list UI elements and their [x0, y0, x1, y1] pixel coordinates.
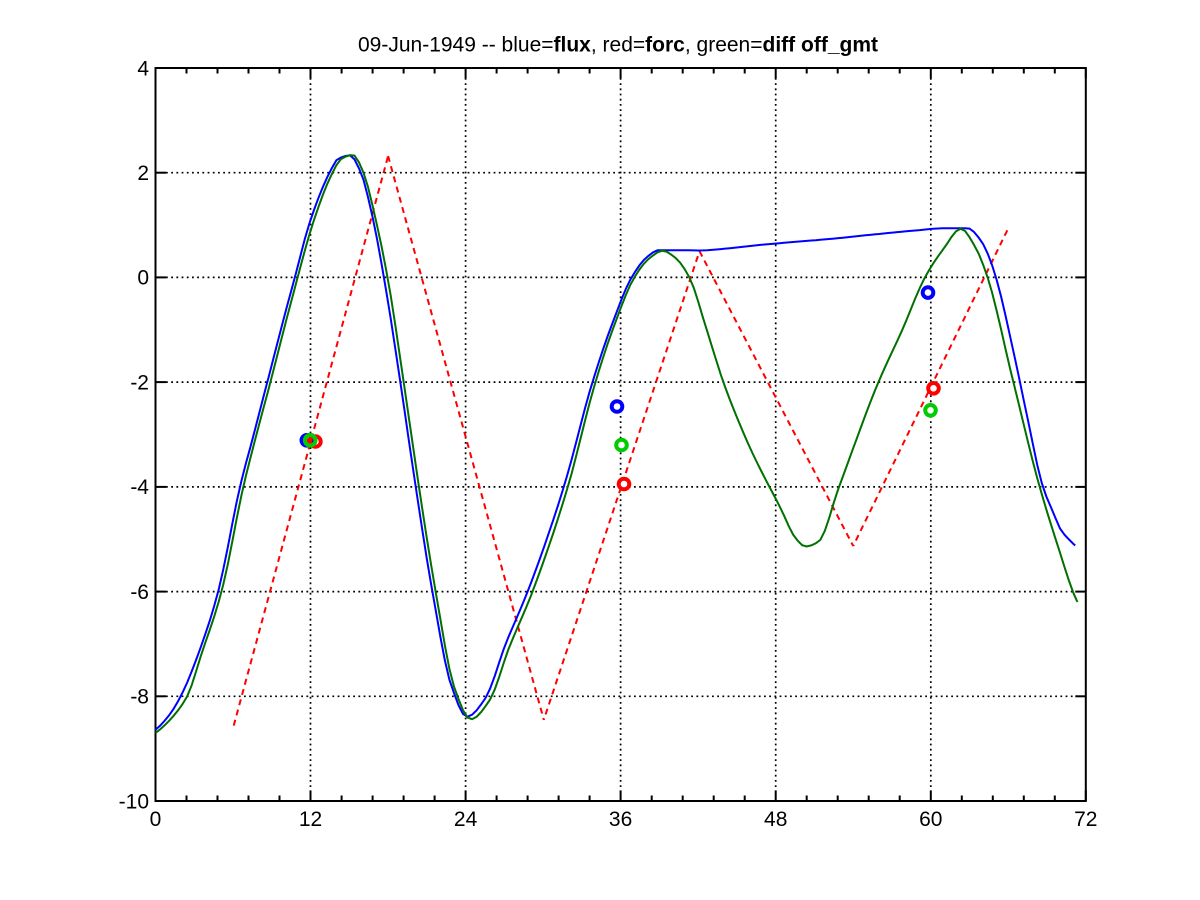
svg-text:48: 48 — [764, 808, 787, 831]
svg-text:-6: -6 — [130, 581, 149, 604]
svg-text:-10: -10 — [119, 790, 149, 813]
svg-text:0: 0 — [137, 267, 149, 290]
svg-text:24: 24 — [454, 808, 478, 831]
svg-text:12: 12 — [299, 808, 322, 831]
svg-text:72: 72 — [1074, 808, 1097, 831]
svg-text:-4: -4 — [130, 476, 149, 499]
svg-text:36: 36 — [609, 808, 632, 831]
svg-text:60: 60 — [919, 808, 942, 831]
svg-text:09-Jun-1949 -- blue=flux, red=: 09-Jun-1949 -- blue=flux, red=forc, gree… — [358, 34, 878, 57]
svg-text:0: 0 — [150, 808, 162, 831]
svg-text:2: 2 — [137, 162, 149, 185]
svg-text:-2: -2 — [130, 371, 149, 394]
svg-text:4: 4 — [137, 57, 149, 80]
svg-text:-8: -8 — [130, 686, 149, 709]
